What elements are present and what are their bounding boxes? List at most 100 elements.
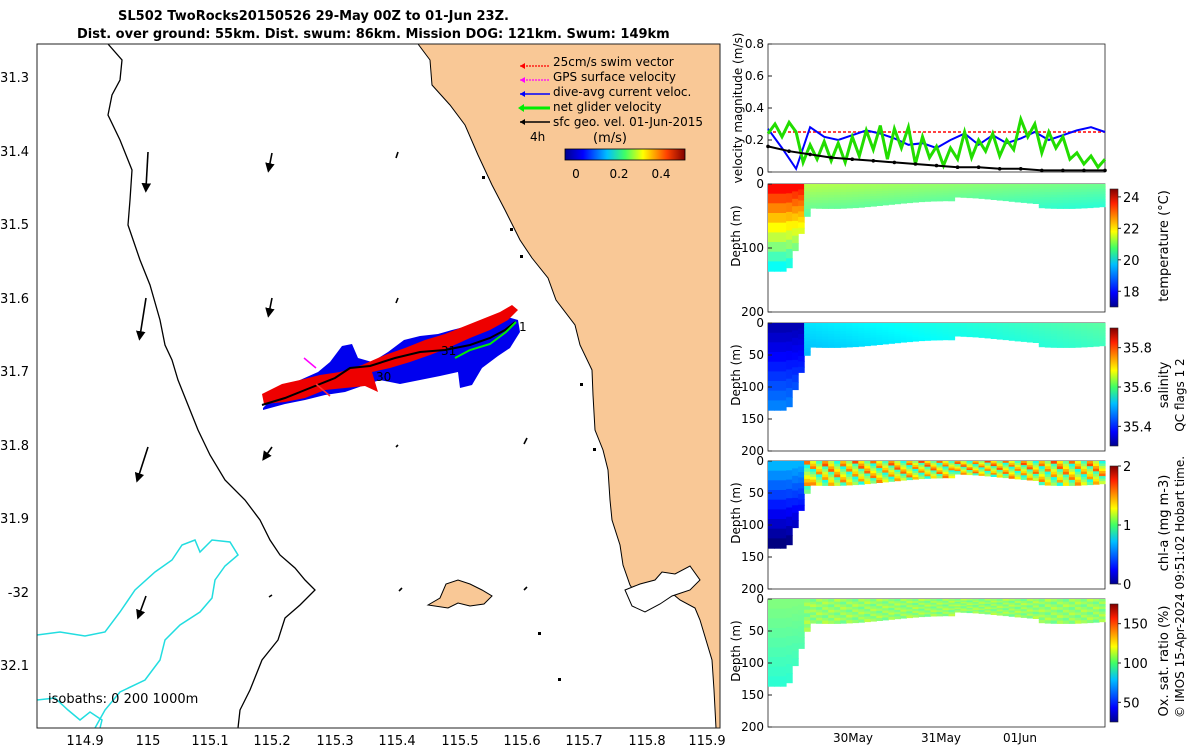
section-cell [900,605,907,608]
section-cell [1056,186,1064,190]
section-cell [1074,331,1082,335]
section-cell [1093,330,1100,334]
section-cell [768,261,775,272]
section-cell [792,497,799,506]
section-cell [1014,466,1022,470]
section-cell [1020,611,1028,614]
section-cell [984,607,992,610]
section-cell [780,381,787,392]
section-cell [864,343,871,347]
section-cell [780,251,787,262]
section-cell [1002,337,1010,341]
section-cell [972,609,980,612]
section-cell [960,604,968,607]
section-cell [780,332,787,343]
section-cell [966,329,974,332]
section-cell [996,464,1004,467]
section-cell [1056,341,1064,346]
section-cell [924,197,932,200]
section-cell [768,628,775,639]
section-cell [1050,336,1058,340]
section-cell [828,466,835,470]
section-cell [996,602,1004,605]
section-cell [780,461,787,472]
section-cell [912,477,919,480]
section-cell [1002,334,1010,337]
section-cell [1020,194,1028,197]
section-cell [768,490,775,501]
section-cell [888,617,895,620]
section-cell [1038,341,1046,345]
section-cell [1062,184,1070,188]
section-cell [1074,617,1082,621]
section-cell [810,331,817,335]
section-cell [972,324,980,327]
section-cell [966,194,974,197]
section-cell [798,615,805,622]
section-cell [966,471,974,474]
section-cell [936,472,944,475]
section-cell [798,334,805,341]
section-cell [906,333,913,336]
section-cell [774,184,781,195]
section-cell [780,538,787,549]
section-cell [828,194,835,199]
section-ytick-label: 100 [741,380,764,394]
section-cell [930,612,938,615]
section-cell [864,461,871,465]
section-cell [780,342,787,353]
section-cell [858,323,865,327]
section-cell [1093,606,1100,610]
section-cell [774,203,781,214]
section-cell [1086,184,1094,188]
section-cell [966,190,974,193]
section-cell [960,606,968,609]
section-cell [930,326,938,330]
section-cell [852,617,859,621]
section-cell [1014,465,1022,468]
section-ytick-label: 50 [749,348,764,362]
section-cell [1014,325,1022,328]
section-cell [768,528,775,539]
section-cell [918,187,925,191]
section-cell [900,601,907,604]
section-cell [870,618,877,622]
section-cell [1074,341,1082,345]
section-cell [948,187,956,191]
section-cell [882,615,889,619]
section-cell [924,599,932,602]
section-cell [1099,599,1106,603]
section-cell [894,467,901,471]
section-cell [804,620,811,625]
section-cell [1038,612,1046,616]
section-cell [1093,199,1100,203]
section-cell [978,599,986,602]
section-cell [858,461,865,465]
section-cell [900,475,907,479]
section-cell [1008,606,1016,610]
section-cell [1093,325,1100,329]
colorbar-tick-label: 18 [1123,285,1140,300]
section-cell [1056,184,1064,188]
section-cell [888,608,895,611]
section-cell [822,341,829,346]
section-cell [900,615,907,619]
section-cell [1062,344,1070,348]
section-cell [1038,463,1046,467]
section-cell [1080,330,1088,335]
section-cell [774,618,781,629]
section-cell [948,195,956,198]
section-cell [786,258,793,269]
section-cell [894,199,901,202]
section-cell [984,605,992,608]
section-cell [822,192,829,196]
section-cell [1099,191,1106,195]
section-cell [1062,323,1070,327]
section-cell [768,203,775,214]
section-cell [864,471,871,475]
section-cell [990,469,998,472]
section-cell [798,610,805,617]
section-cell [924,338,932,341]
section-cell [960,331,968,334]
section-cell [888,332,895,335]
